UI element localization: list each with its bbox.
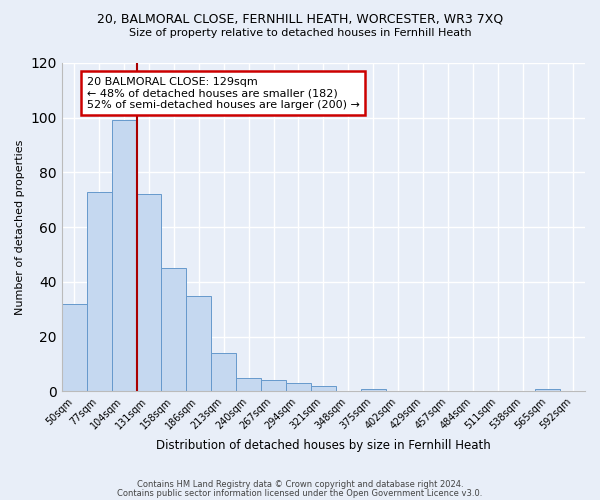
Text: 20, BALMORAL CLOSE, FERNHILL HEATH, WORCESTER, WR3 7XQ: 20, BALMORAL CLOSE, FERNHILL HEATH, WORC…	[97, 12, 503, 26]
Bar	[137, 194, 161, 392]
Bar	[261, 380, 286, 392]
Y-axis label: Number of detached properties: Number of detached properties	[15, 140, 25, 315]
Bar	[62, 304, 87, 392]
Bar	[187, 296, 211, 392]
Text: Size of property relative to detached houses in Fernhill Heath: Size of property relative to detached ho…	[128, 28, 472, 38]
Bar	[112, 120, 137, 392]
Text: Contains public sector information licensed under the Open Government Licence v3: Contains public sector information licen…	[118, 490, 482, 498]
Bar	[311, 386, 336, 392]
Bar	[211, 353, 236, 392]
Bar	[161, 268, 187, 392]
X-axis label: Distribution of detached houses by size in Fernhill Heath: Distribution of detached houses by size …	[156, 440, 491, 452]
Bar	[87, 192, 112, 392]
Bar	[236, 378, 261, 392]
Bar	[286, 383, 311, 392]
Bar	[535, 388, 560, 392]
Text: Contains HM Land Registry data © Crown copyright and database right 2024.: Contains HM Land Registry data © Crown c…	[137, 480, 463, 489]
Text: 20 BALMORAL CLOSE: 129sqm
← 48% of detached houses are smaller (182)
52% of semi: 20 BALMORAL CLOSE: 129sqm ← 48% of detac…	[87, 76, 359, 110]
Bar	[361, 388, 386, 392]
